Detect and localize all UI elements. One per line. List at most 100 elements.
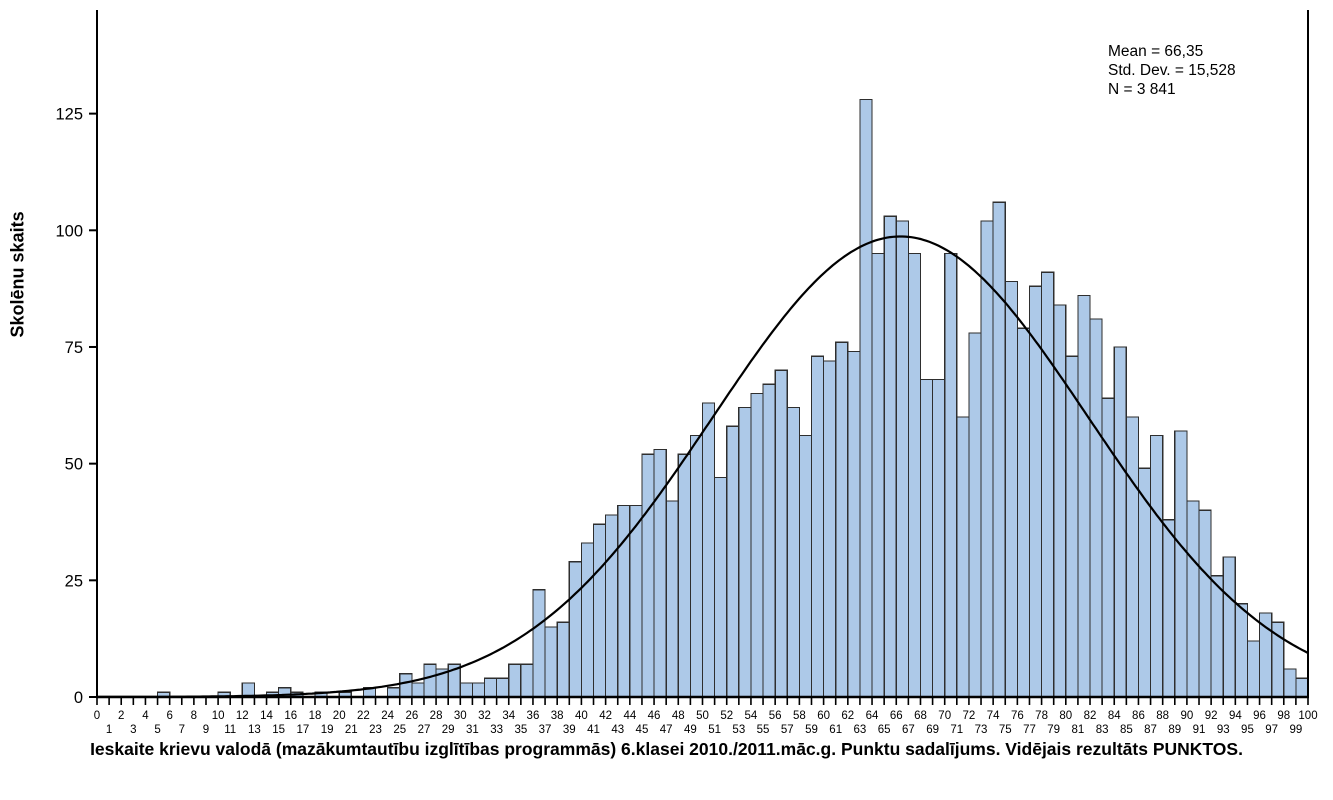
x-tick-label: 17 <box>296 724 309 736</box>
histogram-bar <box>1198 509 1212 698</box>
x-tick-label: 70 <box>938 710 951 722</box>
x-tick-label: 22 <box>357 710 370 722</box>
x-tick-label: 78 <box>1035 710 1048 722</box>
x-tick-label: 92 <box>1205 710 1218 722</box>
x-tick-label: 54 <box>745 710 758 722</box>
histogram-bar <box>762 383 776 698</box>
x-tick-label: 98 <box>1277 710 1290 722</box>
histogram-bar <box>931 379 946 698</box>
x-tick-label: 9 <box>203 724 209 736</box>
histogram-bar <box>677 453 691 698</box>
histogram-bar <box>726 425 740 698</box>
x-tick-label: 44 <box>623 710 636 722</box>
x-tick-label: 5 <box>154 724 160 736</box>
chart-title: Ieskaite krievu valodā (mazākumtautību i… <box>90 739 1243 759</box>
x-tick-label: 57 <box>781 724 794 736</box>
x-tick-label: 39 <box>563 724 576 736</box>
y-tick-label: 50 <box>65 456 83 474</box>
histogram-bar <box>907 253 922 698</box>
histogram-bar <box>483 677 498 698</box>
histogram-bar <box>508 663 522 698</box>
histogram-bar <box>520 663 534 698</box>
x-tick-label: 75 <box>999 724 1012 736</box>
x-tick-label: 11 <box>224 724 236 736</box>
x-tick-label: 95 <box>1241 724 1254 736</box>
histogram-bar <box>883 215 897 698</box>
histogram-bar <box>580 542 595 698</box>
histogram-bar <box>944 253 958 698</box>
x-tick-label: 13 <box>248 724 261 736</box>
stats-stddev: Std. Dev. = 15,528 <box>1108 62 1236 79</box>
x-tick-label: 68 <box>914 710 927 722</box>
x-tick-label: 58 <box>793 710 806 722</box>
histogram-bar <box>532 589 546 698</box>
histogram-bar <box>605 514 619 698</box>
x-tick-label: 62 <box>841 710 854 722</box>
histogram-bar <box>423 663 437 698</box>
x-tick-label: 83 <box>1096 724 1109 736</box>
histogram-bar <box>1113 346 1127 698</box>
histogram-bar <box>496 677 510 698</box>
x-tick-label: 80 <box>1059 710 1072 722</box>
histogram-bar <box>1295 677 1309 698</box>
x-tick-label: 73 <box>975 724 988 736</box>
x-tick-label: 67 <box>902 724 915 736</box>
stats-n: N = 3 841 <box>1108 81 1176 98</box>
x-tick-label: 87 <box>1144 724 1157 736</box>
histogram-bar <box>556 621 570 698</box>
x-tick-label: 42 <box>599 710 612 722</box>
x-tick-label: 82 <box>1084 710 1097 722</box>
x-tick-label: 14 <box>260 710 273 722</box>
y-tick-label: 25 <box>65 572 83 590</box>
histogram-bar <box>1101 397 1115 698</box>
x-tick-label: 89 <box>1168 724 1181 736</box>
x-tick-label: 45 <box>636 724 649 736</box>
x-tick-label: 37 <box>539 724 552 736</box>
histogram-bar <box>1222 556 1236 698</box>
x-tick-label: 8 <box>191 710 197 722</box>
x-tick-label: 100 <box>1298 710 1317 722</box>
x-tick-label: 65 <box>878 724 891 736</box>
x-tick-label: 90 <box>1181 710 1194 722</box>
histogram-bar <box>774 369 788 698</box>
x-tick-label: 23 <box>369 724 382 736</box>
histogram-bar <box>1186 500 1200 698</box>
histogram-bar <box>956 416 970 698</box>
stats-box: Mean = 66,35 Std. Dev. = 15,528 N = 3 84… <box>1108 42 1236 99</box>
x-tick-label: 53 <box>732 724 745 736</box>
x-tick-label: 81 <box>1072 724 1085 736</box>
x-tick-label: 26 <box>405 710 418 722</box>
histogram-bar <box>629 505 643 698</box>
histogram-bar <box>1210 575 1224 698</box>
x-tick-label: 34 <box>502 710 515 722</box>
histogram-bar <box>895 220 909 698</box>
x-tick-label: 24 <box>381 710 394 722</box>
x-tick-label: 41 <box>587 724 600 736</box>
x-tick-label: 60 <box>817 710 830 722</box>
x-tick-label: 4 <box>142 710 149 722</box>
x-tick-label: 2 <box>118 710 124 722</box>
x-tick-label: 88 <box>1156 710 1169 722</box>
histogram-bar <box>592 523 607 698</box>
x-tick-label: 77 <box>1023 724 1036 736</box>
x-tick-label: 30 <box>454 710 467 722</box>
x-tick-label: 3 <box>130 724 136 736</box>
x-tick-label: 52 <box>720 710 733 722</box>
histogram-bar <box>1004 281 1018 698</box>
histogram-bar <box>871 253 885 698</box>
histogram-bar <box>568 561 582 698</box>
x-tick-label: 69 <box>926 724 939 736</box>
x-tick-label: 64 <box>866 710 879 722</box>
histogram-bar <box>738 407 752 698</box>
x-tick-label: 43 <box>611 724 624 736</box>
x-tick-label: 85 <box>1120 724 1133 736</box>
x-tick-label: 20 <box>333 710 346 722</box>
x-tick-label: 15 <box>272 724 285 736</box>
histogram-bar <box>411 682 425 698</box>
histogram-bar <box>459 682 474 698</box>
histogram-bar <box>919 379 934 698</box>
histogram-bar <box>544 626 558 698</box>
x-tick-label: 84 <box>1108 710 1121 722</box>
histogram-bar <box>1149 435 1164 698</box>
